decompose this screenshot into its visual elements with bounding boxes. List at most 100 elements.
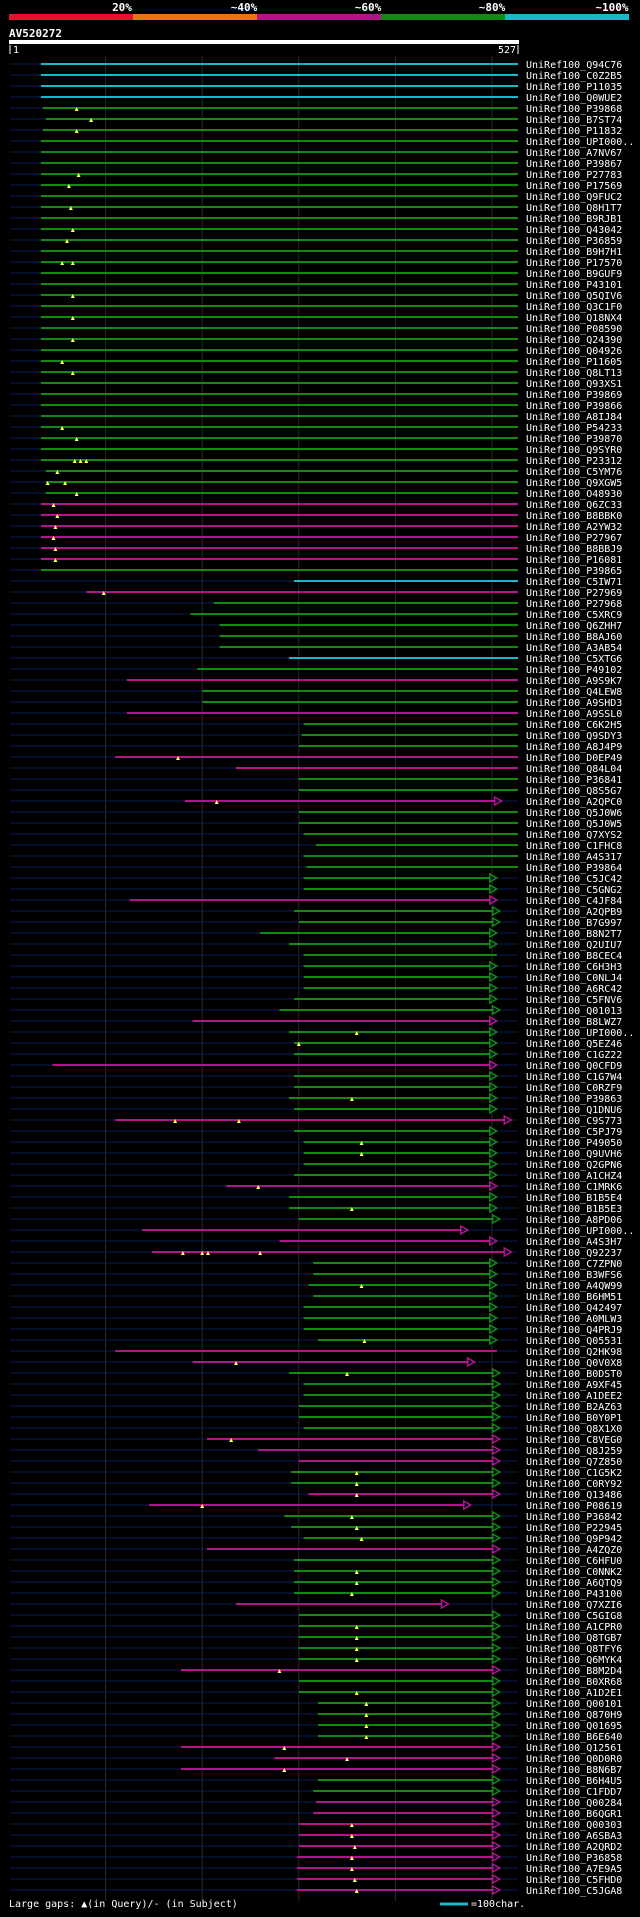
hit-row[interactable]: UniRef100_C1MRK6 bbox=[10, 1180, 622, 1193]
hit-row[interactable]: UniRef100_Q8LT13 bbox=[10, 368, 622, 379]
hit-row[interactable]: UniRef100_P39863 bbox=[10, 1092, 622, 1105]
hit-row[interactable]: UniRef100_A6RC42 bbox=[10, 982, 622, 995]
hit-label[interactable]: UniRef100_P39865 bbox=[526, 566, 622, 577]
hit-row[interactable]: UniRef100_Q6ZHH7 bbox=[10, 621, 622, 632]
hit-label[interactable]: UniRef100_A9SHD3 bbox=[526, 698, 622, 709]
hit-label[interactable]: UniRef100_C5XTG6 bbox=[526, 654, 622, 665]
hit-row[interactable]: UniRef100_P39867 bbox=[10, 159, 622, 170]
hit-label[interactable]: UniRef100_B8N2T7 bbox=[526, 929, 622, 940]
hit-row[interactable]: UniRef100_A8IJ84 bbox=[10, 412, 622, 423]
hit-label[interactable]: UniRef100_Q9P942 bbox=[526, 1534, 622, 1545]
hit-row[interactable]: UniRef100_Q8TGB7 bbox=[10, 1631, 622, 1644]
hit-row[interactable]: UniRef100_A1D2E1 bbox=[10, 1686, 622, 1699]
hit-row[interactable]: UniRef100_C5XTG6 bbox=[10, 654, 622, 665]
hit-row[interactable]: UniRef100_C0RZF9 bbox=[10, 1081, 622, 1094]
hit-row[interactable]: UniRef100_Q5J0W6 bbox=[10, 808, 622, 819]
hit-label[interactable]: UniRef100_P36858 bbox=[526, 1853, 622, 1864]
hit-row[interactable]: UniRef100_B8M2D4 bbox=[10, 1664, 622, 1677]
hit-label[interactable]: UniRef100_C4JF84 bbox=[526, 896, 622, 907]
hit-row[interactable]: UniRef100_P17570 bbox=[10, 258, 622, 269]
hit-row[interactable]: UniRef100_Q5EZ46 bbox=[10, 1037, 622, 1050]
hit-label[interactable]: UniRef100_C1GZ22 bbox=[526, 1050, 622, 1061]
hit-label[interactable]: UniRef100_B1B5E4 bbox=[526, 1193, 622, 1204]
hit-label[interactable]: UniRef100_Q0D0R0 bbox=[526, 1754, 622, 1765]
hit-row[interactable]: UniRef100_A9SHD3 bbox=[10, 698, 622, 709]
hit-row[interactable]: UniRef100_Q94C76 bbox=[10, 60, 622, 71]
hit-row[interactable]: UniRef100_Q8J259 bbox=[10, 1444, 622, 1457]
hit-label[interactable]: UniRef100_A7NV67 bbox=[526, 148, 622, 159]
hit-row[interactable]: UniRef100_P27969 bbox=[10, 588, 622, 599]
hit-label[interactable]: UniRef100_P08619 bbox=[526, 1501, 622, 1512]
hit-row[interactable]: UniRef100_B7ST74 bbox=[10, 115, 622, 126]
hit-label[interactable]: UniRef100_C5PJ79 bbox=[526, 1127, 622, 1138]
hit-row[interactable]: UniRef100_C9S773 bbox=[10, 1114, 622, 1127]
hit-label[interactable]: UniRef100_Q84L04 bbox=[526, 764, 622, 775]
hit-label[interactable]: UniRef100_P49050 bbox=[526, 1138, 622, 1149]
hit-label[interactable]: UniRef100_A6RC42 bbox=[526, 984, 622, 995]
hit-label[interactable]: UniRef100_A2QPC0 bbox=[526, 797, 622, 808]
hit-row[interactable]: UniRef100_C5JGA8 bbox=[10, 1884, 622, 1897]
hit-row[interactable]: UniRef100_B8BBJ9 bbox=[10, 544, 622, 555]
hit-row[interactable]: UniRef100_A8J4P9 bbox=[10, 742, 622, 753]
hit-row[interactable]: UniRef100_Q9P942 bbox=[10, 1532, 622, 1545]
hit-row[interactable]: UniRef100_P39865 bbox=[10, 566, 622, 577]
hit-row[interactable]: UniRef100_Q84L04 bbox=[10, 764, 622, 775]
hit-row[interactable]: UniRef100_Q18NX4 bbox=[10, 313, 622, 324]
hit-label[interactable]: UniRef100_P27969 bbox=[526, 588, 622, 599]
hit-label[interactable]: UniRef100_UPI000.. bbox=[526, 137, 634, 148]
hit-label[interactable]: UniRef100_C0Z2B5 bbox=[526, 71, 622, 82]
hit-label[interactable]: UniRef100_Q2UIU7 bbox=[526, 940, 622, 951]
hit-row[interactable]: UniRef100_P43101 bbox=[10, 280, 622, 291]
hit-label[interactable]: UniRef100_C5GNG2 bbox=[526, 885, 622, 896]
hit-label[interactable]: UniRef100_Q8S5G7 bbox=[526, 786, 622, 797]
hit-label[interactable]: UniRef100_Q8LT13 bbox=[526, 368, 622, 379]
hit-row[interactable]: UniRef100_C5YM76 bbox=[10, 467, 622, 478]
hit-label[interactable]: UniRef100_Q1DNU6 bbox=[526, 1105, 622, 1116]
hit-label[interactable]: UniRef100_Q94C76 bbox=[526, 60, 622, 71]
hit-row[interactable]: UniRef100_A1CPR0 bbox=[10, 1620, 622, 1633]
hit-label[interactable]: UniRef100_Q5QIV6 bbox=[526, 291, 622, 302]
hit-row[interactable]: UniRef100_Q7XYS2 bbox=[10, 830, 622, 841]
hit-row[interactable]: UniRef100_P54233 bbox=[10, 423, 622, 434]
hit-label[interactable]: UniRef100_Q2GPN6 bbox=[526, 1160, 622, 1171]
hit-label[interactable]: UniRef100_A3AB54 bbox=[526, 643, 622, 654]
hit-row[interactable]: UniRef100_C8VEG0 bbox=[10, 1433, 622, 1446]
hit-row[interactable]: UniRef100_P36859 bbox=[10, 236, 622, 247]
hit-label[interactable]: UniRef100_A4ZQZ0 bbox=[526, 1545, 622, 1556]
hit-label[interactable]: UniRef100_Q8H1T7 bbox=[526, 203, 622, 214]
hit-row[interactable]: UniRef100_P22945 bbox=[10, 1521, 622, 1534]
hit-label[interactable]: UniRef100_Q0WUE2 bbox=[526, 93, 622, 104]
hit-label[interactable]: UniRef100_Q4PRJ9 bbox=[526, 1325, 622, 1336]
hit-row[interactable]: UniRef100_C5FNV6 bbox=[10, 993, 622, 1006]
hit-label[interactable]: UniRef100_Q9SYR0 bbox=[526, 445, 622, 456]
hit-label[interactable]: UniRef100_Q7Z850 bbox=[526, 1457, 622, 1468]
hit-row[interactable]: UniRef100_P39864 bbox=[10, 863, 622, 874]
hit-label[interactable]: UniRef100_B8N6B7 bbox=[526, 1765, 622, 1776]
hit-label[interactable]: UniRef100_P22945 bbox=[526, 1523, 622, 1534]
hit-row[interactable]: UniRef100_Q9SYR0 bbox=[10, 445, 622, 456]
hit-row[interactable]: UniRef100_Q13486 bbox=[10, 1488, 622, 1501]
hit-row[interactable]: UniRef100_P08619 bbox=[10, 1499, 622, 1512]
hit-label[interactable]: UniRef100_P39863 bbox=[526, 1094, 622, 1105]
hit-label[interactable]: UniRef100_Q6ZC33 bbox=[526, 500, 622, 511]
hit-label[interactable]: UniRef100_UPI000.. bbox=[526, 1028, 634, 1039]
hit-label[interactable]: UniRef100_C6H3H3 bbox=[526, 962, 622, 973]
hit-row[interactable]: UniRef100_Q870H9 bbox=[10, 1708, 622, 1721]
hit-label[interactable]: UniRef100_P39868 bbox=[526, 104, 622, 115]
hit-label[interactable]: UniRef100_Q00284 bbox=[526, 1798, 622, 1809]
hit-row[interactable]: UniRef100_Q5QIV6 bbox=[10, 291, 622, 302]
hit-label[interactable]: UniRef100_C0NNK2 bbox=[526, 1567, 622, 1578]
hit-row[interactable]: UniRef100_Q5J0W5 bbox=[10, 819, 622, 830]
hit-row[interactable]: UniRef100_A4ZQZ0 bbox=[10, 1543, 622, 1556]
hit-row[interactable]: UniRef100_Q9FUC2 bbox=[10, 192, 622, 203]
hit-label[interactable]: UniRef100_Q04926 bbox=[526, 346, 622, 357]
hit-label[interactable]: UniRef100_C7ZPN0 bbox=[526, 1259, 622, 1270]
hit-row[interactable]: UniRef100_P27968 bbox=[10, 599, 622, 610]
hit-label[interactable]: UniRef100_Q00303 bbox=[526, 1820, 622, 1831]
hit-label[interactable]: UniRef100_C5FHD0 bbox=[526, 1875, 622, 1886]
hit-label[interactable]: UniRef100_Q0CFD9 bbox=[526, 1061, 622, 1072]
hit-label[interactable]: UniRef100_B6HM51 bbox=[526, 1292, 622, 1303]
hit-row[interactable]: UniRef100_A2QPC0 bbox=[10, 795, 622, 808]
hit-row[interactable]: UniRef100_P11605 bbox=[10, 357, 622, 368]
hit-row[interactable]: UniRef100_C1FHC8 bbox=[10, 841, 622, 852]
